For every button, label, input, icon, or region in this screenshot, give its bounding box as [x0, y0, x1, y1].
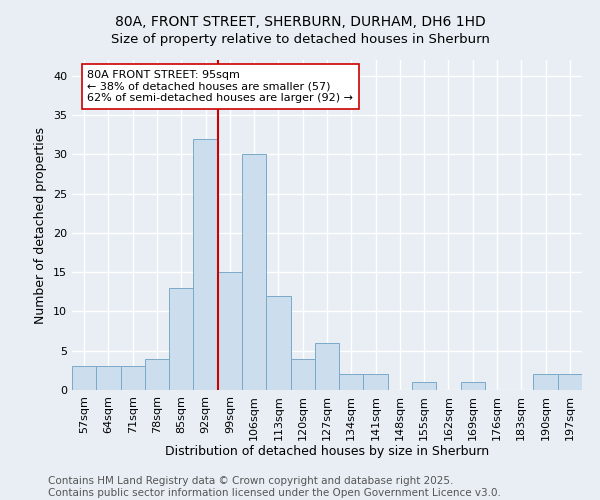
Bar — [96, 366, 121, 390]
Text: Size of property relative to detached houses in Sherburn: Size of property relative to detached ho… — [110, 32, 490, 46]
Bar — [72, 366, 96, 390]
Bar — [558, 374, 582, 390]
Bar — [339, 374, 364, 390]
Text: 80A, FRONT STREET, SHERBURN, DURHAM, DH6 1HD: 80A, FRONT STREET, SHERBURN, DURHAM, DH6… — [115, 15, 485, 29]
Bar — [364, 374, 388, 390]
Bar — [193, 138, 218, 390]
Text: Contains HM Land Registry data © Crown copyright and database right 2025.
Contai: Contains HM Land Registry data © Crown c… — [48, 476, 501, 498]
Bar — [121, 366, 145, 390]
Bar — [412, 382, 436, 390]
Bar — [242, 154, 266, 390]
Y-axis label: Number of detached properties: Number of detached properties — [34, 126, 47, 324]
Bar — [315, 343, 339, 390]
X-axis label: Distribution of detached houses by size in Sherburn: Distribution of detached houses by size … — [165, 446, 489, 458]
Bar — [461, 382, 485, 390]
Bar — [266, 296, 290, 390]
Text: 80A FRONT STREET: 95sqm
← 38% of detached houses are smaller (57)
62% of semi-de: 80A FRONT STREET: 95sqm ← 38% of detache… — [88, 70, 353, 103]
Bar — [533, 374, 558, 390]
Bar — [169, 288, 193, 390]
Bar — [218, 272, 242, 390]
Bar — [290, 358, 315, 390]
Bar — [145, 358, 169, 390]
